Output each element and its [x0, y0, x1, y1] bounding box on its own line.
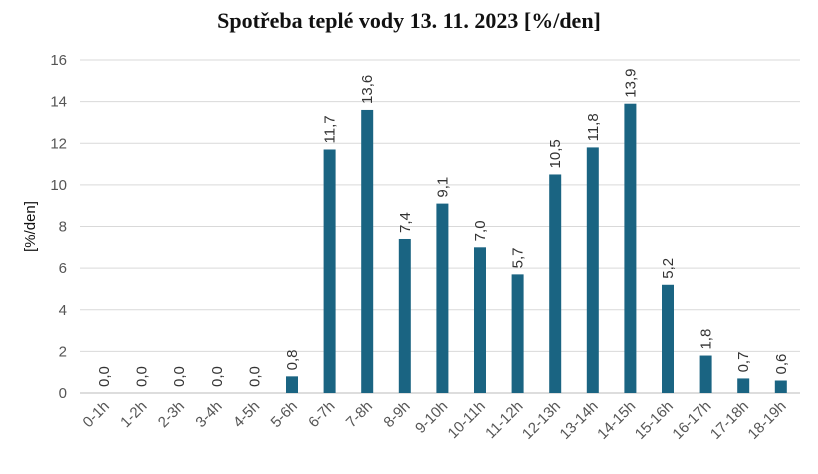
data-label: 5,7 [510, 248, 527, 269]
x-tick-label: 8-9h [380, 398, 413, 431]
x-tick-label: 14-15h [594, 398, 639, 443]
x-tick-label: 16-17h [669, 398, 714, 443]
y-tick-label: 0 [59, 385, 67, 402]
bar [699, 355, 712, 393]
data-label: 13,6 [359, 75, 376, 104]
data-label: 11,7 [322, 115, 339, 143]
y-tick-label: 12 [50, 135, 67, 152]
data-label: 0,0 [246, 366, 263, 387]
x-tick-label: 11-12h [482, 398, 526, 442]
data-label: 0,0 [171, 366, 188, 387]
y-tick-label: 8 [59, 219, 67, 236]
y-tick-label: 6 [59, 260, 67, 277]
y-tick-label: 4 [59, 302, 67, 319]
x-tick-label: 6-7h [305, 398, 338, 431]
data-label: 0,8 [284, 349, 301, 370]
x-tick-label: 1-2h [117, 398, 150, 431]
x-tick-label: 17-18h [707, 398, 752, 443]
x-tick-label: 4-5h [230, 398, 263, 431]
data-label: 10,5 [547, 139, 564, 168]
x-tick-label: 10-11h [445, 398, 489, 442]
bar [774, 380, 787, 393]
bar [436, 203, 449, 393]
data-label: 11,8 [585, 113, 602, 141]
bar [586, 147, 599, 393]
x-tick-label: 3-4h [192, 398, 225, 431]
x-tick-label: 5-6h [268, 398, 301, 431]
data-label: 5,2 [660, 258, 677, 279]
bar [662, 284, 674, 393]
x-tick-label: 12-13h [519, 398, 564, 443]
y-tick-label: 16 [50, 52, 67, 69]
data-label: 0,0 [96, 366, 113, 387]
data-label: 0,0 [134, 366, 151, 387]
data-label: 13,9 [622, 69, 639, 98]
x-tick-label: 18-19h [745, 398, 790, 443]
data-label: 0,7 [735, 352, 752, 373]
x-tick-label: 13-14h [557, 398, 602, 443]
data-label: 0,6 [773, 354, 790, 375]
bar [323, 149, 336, 393]
data-label: 7,0 [472, 220, 489, 241]
bar [549, 174, 562, 393]
x-tick-label: 15-16h [632, 398, 677, 443]
x-tick-label: 2-3h [155, 398, 188, 431]
y-tick-label: 10 [50, 177, 67, 194]
y-axis-label: [%/den] [22, 201, 39, 252]
chart-title: Spotřeba teplé vody 13. 11. 2023 [%/den] [217, 8, 601, 33]
bar [398, 238, 411, 393]
data-label: 7,4 [397, 212, 414, 233]
y-tick-label: 2 [59, 343, 67, 360]
bar [511, 274, 524, 393]
y-tick-label: 14 [50, 94, 67, 111]
bar [286, 376, 298, 393]
bar [474, 247, 486, 393]
bar [361, 109, 374, 393]
data-label: 0,0 [209, 366, 226, 387]
bar [624, 103, 637, 394]
data-label: 1,8 [698, 329, 715, 350]
x-tick-label: 7-8h [343, 398, 376, 431]
data-label: 9,1 [434, 177, 451, 198]
bar [737, 378, 750, 393]
x-tick-label: 0-1h [80, 398, 113, 431]
